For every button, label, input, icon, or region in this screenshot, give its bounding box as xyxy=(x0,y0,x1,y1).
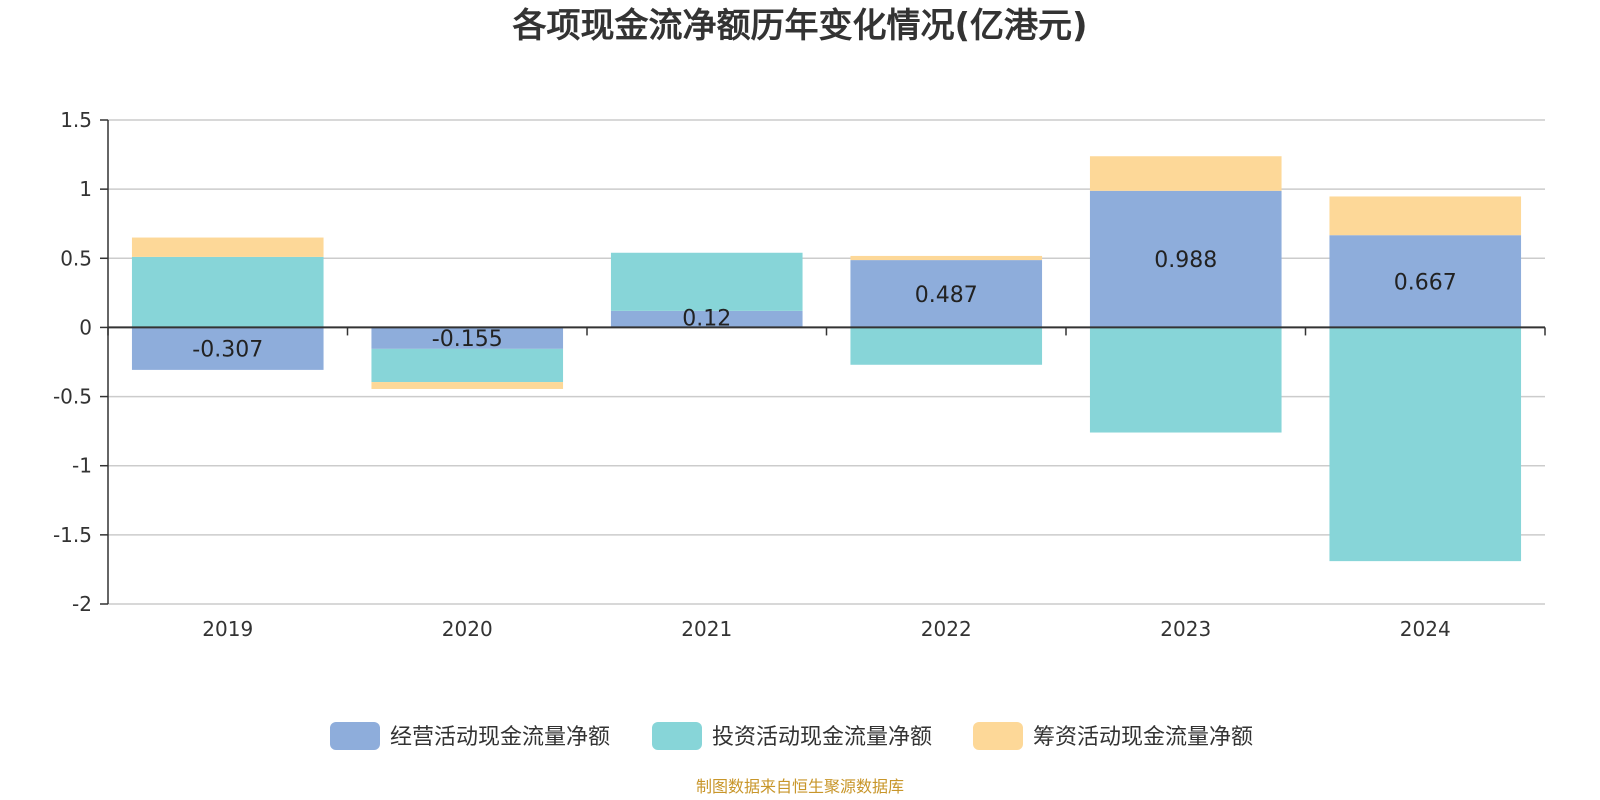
x-tick-label: 2023 xyxy=(1160,617,1211,641)
bar-segment xyxy=(131,237,324,257)
legend-label: 经营活动现金流量净额 xyxy=(390,725,610,750)
bar-segment xyxy=(1089,156,1282,191)
bar-segment xyxy=(371,348,564,383)
legend-swatch xyxy=(330,722,380,750)
data-label: -0.307 xyxy=(192,338,263,363)
bar-segment xyxy=(1089,190,1282,328)
x-tick-label: 2022 xyxy=(921,617,972,641)
y-tick-label: -0.5 xyxy=(53,385,92,409)
bar-segment xyxy=(371,327,564,349)
data-label: 0.667 xyxy=(1394,270,1457,295)
bar-segment xyxy=(850,260,1043,328)
bar-segment xyxy=(850,255,1043,261)
y-tick-label: 0 xyxy=(79,315,92,339)
bar-segment xyxy=(1329,235,1522,328)
y-tick-label: 0.5 xyxy=(60,246,92,270)
source-note: 制图数据来自恒生聚源数据库 xyxy=(696,777,904,796)
legend-label: 投资活动现金流量净额 xyxy=(712,725,932,750)
bar-segment xyxy=(131,256,324,328)
y-tick-label: -1 xyxy=(72,454,92,478)
legend-label: 筹资活动现金流量净额 xyxy=(1033,725,1253,750)
labels-layer: -0.307 -0.155 0.12 0.487 0.988 0.667 xyxy=(192,248,1456,363)
data-label: -0.155 xyxy=(432,327,503,352)
y-tick-label: -2 xyxy=(72,592,92,616)
bar-segment xyxy=(131,327,324,370)
y-tick-label: 1.5 xyxy=(60,108,92,132)
legend-swatch xyxy=(973,722,1023,750)
chart-title: 各项现金流净额历年变化情况(亿港元) xyxy=(512,6,1087,46)
bar-segment xyxy=(1329,196,1522,236)
data-label: 0.12 xyxy=(682,306,731,331)
bar-segment xyxy=(1089,327,1282,433)
bar-segment xyxy=(610,310,803,328)
x-tick-label: 2020 xyxy=(442,617,493,641)
bar-segment xyxy=(610,252,803,311)
legend-swatch xyxy=(652,722,702,750)
bars-layer xyxy=(131,156,1522,562)
bar-segment xyxy=(1329,327,1522,562)
axis-layer: 1.5 1 0.5 0 -0.5 -1 -1.5 -2 2019 2020 2021 2022 2023… xyxy=(53,108,1546,641)
data-label: 0.988 xyxy=(1154,248,1217,273)
y-tick-label: -1.5 xyxy=(53,523,92,547)
x-tick-label: 2024 xyxy=(1400,617,1451,641)
x-tick-label: 2019 xyxy=(202,617,253,641)
bar-segment xyxy=(371,382,564,389)
y-tick-label: 1 xyxy=(79,177,92,201)
data-label: 0.487 xyxy=(915,283,978,308)
legend: 经营活动现金流量净额 投资活动现金流量净额 筹资活动现金流量净额 xyxy=(330,722,1253,750)
bar-segment xyxy=(850,327,1043,365)
x-tick-label: 2021 xyxy=(681,617,732,641)
